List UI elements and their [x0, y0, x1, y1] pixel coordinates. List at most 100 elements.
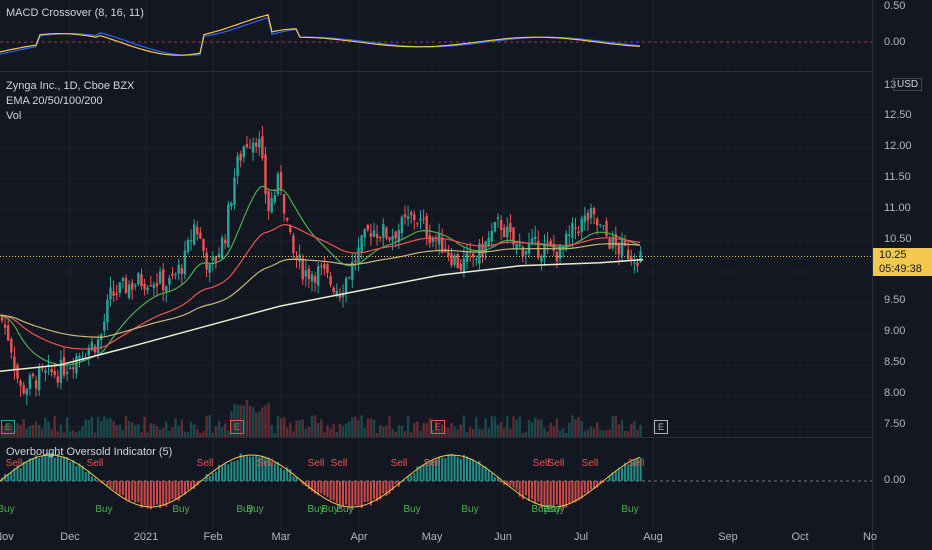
- volume-bar-5: [16, 423, 19, 437]
- candle-body-40: [124, 277, 128, 294]
- volume-bar-6: [19, 424, 22, 437]
- candle-body-189: [586, 212, 590, 221]
- volume-bar-3: [10, 424, 13, 437]
- osc-bar-118: [366, 481, 369, 502]
- candle-body-147: [456, 254, 459, 269]
- candle-body-116: [360, 235, 363, 253]
- osc-bar-17: [53, 457, 56, 481]
- volume-bar-98: [304, 428, 307, 437]
- volume-bar-206: [639, 424, 642, 437]
- volume-bar-89: [276, 415, 280, 437]
- volume-bar-202: [627, 431, 630, 437]
- candle-body-79: [245, 143, 249, 147]
- bar-countdown-label: 05:49:38: [873, 262, 932, 276]
- volume-bar-12: [38, 425, 41, 437]
- earnings-badge-aug[interactable]: E: [654, 420, 668, 434]
- osc-bar-22: [69, 461, 72, 481]
- osc-signal-line: [0, 454, 641, 508]
- volume-bar-119: [369, 418, 373, 437]
- volume-bar-53: [165, 421, 168, 437]
- candle-body-108: [335, 291, 338, 296]
- candle-body-87: [270, 198, 273, 213]
- volume-bar-201: [623, 431, 627, 437]
- osc-bar-123: [382, 481, 385, 494]
- candle-body-36: [112, 291, 115, 296]
- osc-bar-197: [611, 472, 614, 481]
- osc-bar-204: [633, 459, 636, 481]
- volume-bar-177: [549, 422, 552, 437]
- volume-bar-204: [633, 421, 636, 437]
- osc-bar-53: [165, 481, 168, 507]
- osc-bar-29: [90, 476, 93, 481]
- sell-signal-label: Sell: [533, 458, 550, 469]
- xaxis-label-dec: Dec: [60, 531, 80, 543]
- osc-bar-13: [41, 456, 44, 481]
- osc-bar-183: [568, 481, 571, 505]
- sell-signal-label: Sell: [424, 458, 441, 469]
- osc-bar-7: [22, 461, 25, 481]
- pane-separator-macd[interactable]: [0, 71, 872, 72]
- osc-bar-125: [388, 481, 391, 494]
- pane-separator-osc[interactable]: [0, 437, 872, 438]
- volume-bar-154: [478, 428, 481, 437]
- candle-body-169: [524, 250, 528, 255]
- candle-body-88: [273, 195, 276, 203]
- candle-body-76: [236, 156, 239, 177]
- osc-bar-119: [369, 481, 372, 506]
- osc-bar-39: [121, 481, 124, 496]
- currency-badge[interactable]: USD: [893, 78, 923, 91]
- candle-body-166: [515, 243, 518, 249]
- osc-bar-81: [252, 456, 255, 481]
- candle-body-68: [211, 257, 214, 261]
- symbol-title[interactable]: Zynga Inc., 1D, Cboe BZX: [6, 80, 135, 92]
- osc-bar-63: [196, 481, 199, 486]
- candle-body-43: [134, 285, 137, 287]
- osc-bar-10: [32, 458, 34, 481]
- volume-bar-120: [372, 419, 376, 437]
- volume-bar-40: [124, 415, 128, 437]
- volume-bar-165: [512, 416, 515, 437]
- ema20-line: [0, 185, 641, 366]
- candle-body-149: [462, 258, 466, 273]
- osc-bar-137: [425, 461, 428, 481]
- volume-bar-34: [106, 418, 109, 437]
- osc-bar-2: [7, 473, 10, 481]
- candle-body-53: [165, 286, 168, 292]
- macd-title[interactable]: MACD Crossover (8, 16, 11): [6, 7, 144, 19]
- osc-title[interactable]: Overbought Oversold Indicator (5): [6, 446, 173, 458]
- osc-bar-177: [549, 481, 552, 506]
- volume-bar-64: [199, 432, 202, 437]
- candle-body-194: [602, 225, 605, 227]
- osc-bar-3: [10, 472, 13, 481]
- candle-body-164: [509, 222, 512, 232]
- osc-bar-90: [280, 467, 282, 481]
- ema-indicator-label[interactable]: EMA 20/50/100/200: [6, 95, 103, 107]
- osc-bar-143: [444, 458, 447, 481]
- volume-bar-152: [472, 428, 475, 437]
- volume-indicator-label[interactable]: Vol: [6, 110, 22, 122]
- volume-bar-17: [53, 415, 56, 437]
- osc-bar-102: [317, 481, 320, 496]
- osc-bar-71: [221, 465, 224, 481]
- osc-bar-121: [376, 481, 379, 502]
- candle-body-85: [264, 154, 267, 194]
- candle-body-167: [518, 244, 521, 247]
- osc-bar-84: [261, 455, 264, 481]
- candle-body-101: [313, 276, 317, 283]
- volume-bar-56: [174, 418, 177, 437]
- volume-bar-13: [41, 428, 44, 437]
- candle-body-77: [239, 153, 242, 161]
- osc-bar-142: [441, 457, 444, 481]
- candle-body-94: [292, 235, 295, 253]
- earnings-badge-feb[interactable]: E: [230, 420, 244, 434]
- osc-bar-138: [428, 462, 431, 481]
- earnings-badge-may[interactable]: E: [431, 420, 445, 434]
- candle-body-130: [403, 214, 407, 218]
- candle-body-140: [434, 239, 438, 241]
- earnings-badge-nov[interactable]: E: [1, 420, 15, 434]
- osc-bar-107: [332, 481, 335, 501]
- osc-bar-45: [140, 481, 143, 508]
- volume-bar-43: [134, 425, 137, 437]
- volume-bar-48: [149, 423, 152, 437]
